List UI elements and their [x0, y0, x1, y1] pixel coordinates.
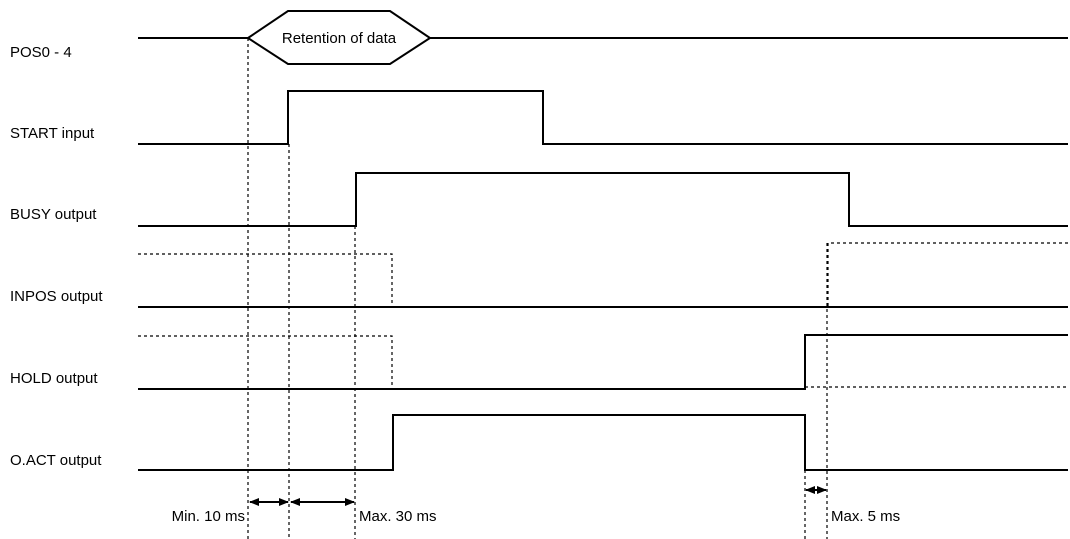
signal-label-pos: POS0 - 4 — [10, 44, 72, 61]
signal-label-hold: HOLD output — [10, 370, 98, 387]
waveform-inpos — [138, 242, 1068, 308]
timing-label-min-10: Min. 10 ms — [172, 508, 245, 525]
pos-box-label: Retention of data — [282, 30, 397, 47]
waveform-pos — [138, 10, 1068, 65]
signal-label-inpos: INPOS output — [10, 288, 103, 305]
signal-label-oact: O.ACT output — [10, 452, 102, 469]
timing-label-max-5: Max. 5 ms — [831, 508, 900, 525]
signal-label-busy: BUSY output — [10, 206, 97, 223]
timing-label-max-30: Max. 30 ms — [359, 508, 437, 525]
signal-label-start: START input — [10, 125, 95, 142]
waveform-start — [138, 90, 1068, 145]
timing-guides — [247, 38, 828, 539]
waveform-busy — [138, 172, 1068, 227]
waveform-hold — [138, 334, 1068, 390]
waveform-oact — [138, 414, 1068, 471]
